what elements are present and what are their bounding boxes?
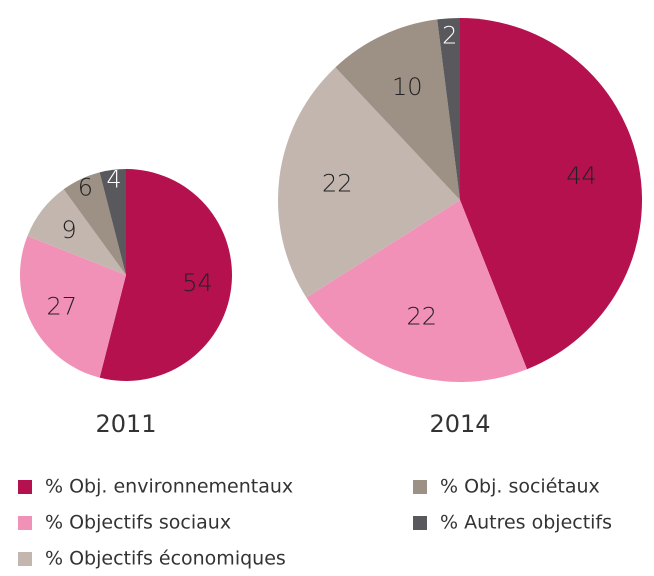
pie-slice: [306, 200, 527, 382]
legend-swatch: [413, 480, 427, 494]
legend-label: % Objectifs économiques: [45, 548, 286, 570]
pie-slice: [20, 235, 127, 378]
pie-slice: [99, 169, 126, 275]
legend-label: % Objectifs sociaux: [45, 512, 231, 534]
pie-slice: [63, 172, 126, 275]
slice-label: 44: [566, 162, 597, 190]
slice-label: 22: [406, 303, 437, 331]
pie-title: 2014: [429, 410, 490, 438]
legend-swatch: [413, 516, 427, 530]
slice-label: 27: [47, 293, 78, 321]
pie-slice: [460, 18, 642, 370]
pie-title: 2011: [95, 410, 156, 438]
legend-label: % Obj. environnementaux: [45, 476, 293, 498]
slice-label: 22: [322, 169, 353, 197]
legend-swatch: [18, 480, 32, 494]
pie-slice: [335, 19, 460, 201]
pie-slice: [27, 189, 126, 275]
slice-label: 6: [78, 174, 93, 202]
pie-slice: [437, 18, 460, 200]
slice-label: 2: [442, 22, 457, 50]
pie-slice: [278, 67, 460, 298]
slice-label: 54: [182, 269, 213, 297]
legend-swatch: [18, 516, 32, 530]
slice-label: 4: [106, 165, 121, 193]
slice-label: 9: [61, 216, 76, 244]
legend-swatch: [18, 552, 32, 566]
pie-slice: [99, 169, 232, 381]
slice-label: 10: [392, 73, 423, 101]
legend-label: % Obj. sociétaux: [440, 476, 600, 498]
legend-label: % Autres objectifs: [440, 512, 612, 534]
